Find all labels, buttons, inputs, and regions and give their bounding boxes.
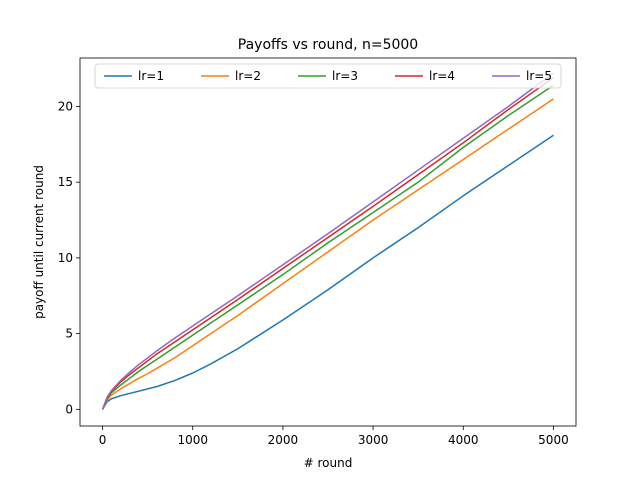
- legend-label: lr=1: [138, 69, 164, 83]
- legend-box: [94, 63, 562, 89]
- legend-label: lr=4: [429, 69, 455, 83]
- y-tick-label: 5: [65, 327, 73, 341]
- axes-box: [79, 57, 577, 427]
- y-axis-label: payoff until current round: [32, 165, 46, 319]
- x-tick-label: 0: [99, 433, 107, 447]
- series-lines: [101, 72, 554, 410]
- x-tick-label: 5000: [538, 433, 569, 447]
- series-line-2: [101, 98, 554, 410]
- x-tick-label: 4000: [448, 433, 479, 447]
- series-line-1: [101, 134, 554, 410]
- y-tick-label: 15: [58, 175, 73, 189]
- x-tick-label: 3000: [358, 433, 389, 447]
- x-tick-label: 2000: [268, 433, 299, 447]
- y-tick-label: 0: [65, 402, 73, 416]
- series-line-4: [101, 77, 554, 410]
- chart-title: Payoffs vs round, n=5000: [238, 37, 418, 53]
- x-axis-label: # round: [304, 456, 353, 470]
- y-tick-label: 10: [58, 251, 73, 265]
- x-tick-label: 1000: [177, 433, 208, 447]
- y-axis-ticks: 0 5 10 15 20: [58, 99, 80, 416]
- legend-label: lr=3: [332, 69, 358, 83]
- legend-label: lr=2: [235, 69, 261, 83]
- axes-frame: [79, 57, 577, 427]
- x-axis-ticks: 0 1000 2000 3000 4000 5000: [99, 426, 569, 447]
- y-tick-label: 20: [58, 99, 73, 113]
- legend: lr=1 lr=2 lr=3 lr=4 lr=5: [94, 63, 562, 89]
- series-line-5: [101, 72, 554, 410]
- series-line-3: [101, 84, 554, 410]
- legend-label: lr=5: [526, 69, 552, 83]
